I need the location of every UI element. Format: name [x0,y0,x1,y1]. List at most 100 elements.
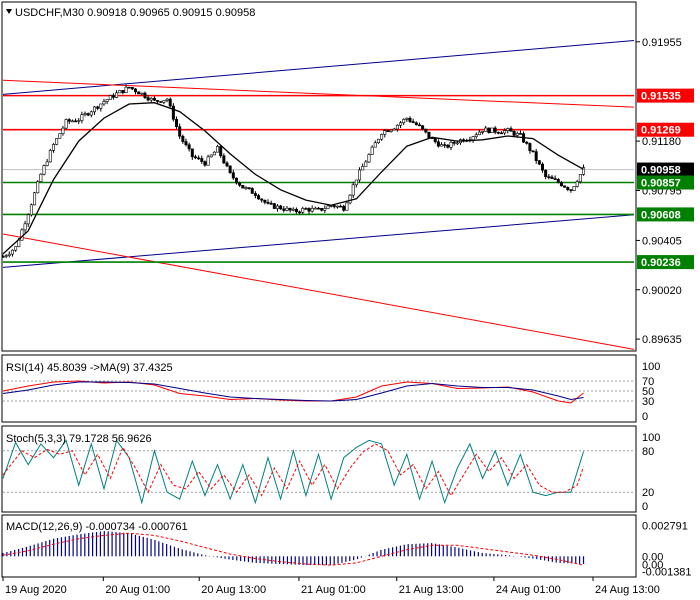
trendline[interactable] [2,40,635,95]
price-label-text: 0.90236 [641,257,681,269]
candle-body [64,119,68,129]
candle-body [228,165,232,174]
candle-body [225,162,229,167]
price-tick-label: 0.89635 [642,334,682,346]
rsi-tick-label: 0 [642,411,648,423]
candle-body [45,161,49,166]
candle-body [474,134,478,137]
candle-body [484,127,488,132]
candle-body [531,150,535,153]
candle-body [48,150,52,163]
candle-body [17,239,21,247]
candle-body [424,128,428,133]
candle-body [58,133,62,139]
candle-body [206,156,210,166]
collapse-triangle-icon[interactable] [6,9,12,14]
candle-body [537,160,541,165]
candle-body [247,187,251,189]
stoch-tick-label: 80 [642,446,654,458]
candle-body [33,192,37,206]
candle-body [257,195,261,200]
price-tick-label: 0.91180 [642,136,681,148]
candle-body [493,127,497,133]
candle-body [364,161,368,167]
candle-body [137,91,141,95]
trendline[interactable] [2,79,635,108]
candle-body [61,127,65,134]
price-panel [1,1,637,352]
candle-body [108,95,112,100]
candle-body [354,179,358,186]
candle-body [193,156,197,159]
candle-body [200,158,204,162]
candle-body [291,208,295,211]
candle-body [263,199,267,203]
candle-body [216,146,220,153]
candle-body [326,205,330,209]
candle-body [503,130,507,134]
candle-body [399,122,403,126]
candle-body [162,100,166,103]
candle-body [348,194,352,204]
candle-body [373,142,377,148]
candle-body [1,256,5,258]
rsi-panel [1,354,637,423]
candle-body [436,141,440,147]
x-tick-label: 20 Aug 13:00 [201,584,266,596]
candle-body [241,185,245,189]
candle-body [175,119,179,128]
candle-body [67,119,71,122]
x-axis: 19 Aug 2020 20 Aug 01:00 20 Aug 13:00 21 Au… [2,577,660,596]
candle-body [553,178,557,180]
price-chart-title: USDCHF,M30 0.90918 0.90965 0.90915 0.909… [15,7,255,19]
trendline[interactable] [2,214,635,268]
candle-body [310,208,314,212]
candle-body [506,128,510,131]
candle-body [143,92,147,98]
candle-body [89,111,93,116]
candle-body [455,142,459,145]
candle-body [351,184,355,196]
candle-body [449,141,453,148]
candle-body [534,151,538,161]
stoch-series-line [2,443,584,497]
candle-body [380,134,384,140]
candle-body [275,205,279,209]
candle-body [563,185,567,188]
trendline[interactable] [2,233,635,350]
candle-body [370,146,374,155]
macd-tick-label: 0.002791 [642,521,688,533]
candle-body [184,141,188,146]
candle-body [272,203,276,209]
candle-body [115,92,119,98]
macd-zero-label: 0.00 [642,559,663,571]
candle-body [149,97,153,101]
candle-body [168,98,172,107]
candle-body [550,176,554,179]
candle-body [395,124,399,130]
candle-body [566,186,570,190]
candle-body [367,154,371,163]
stoch-panel [1,425,637,513]
candle-body [80,114,84,121]
candle-body [515,133,519,136]
candle-body [130,87,134,90]
price-label-text: 0.90958 [641,165,681,177]
candle-body [496,131,500,134]
price-label-text: 0.90857 [641,178,681,190]
candle-body [332,205,336,208]
candle-body [298,211,302,214]
price-label-box [637,122,694,137]
candle-body [440,144,444,147]
candle-body [421,125,425,130]
price-label-text: 0.91535 [641,91,681,103]
candle-body [260,198,264,201]
candle-body [146,97,150,101]
candle-body [212,151,216,156]
rsi-tick-label: 30 [642,396,654,408]
candle-body [99,103,103,109]
candle-body [140,92,144,95]
candle-body [124,86,128,93]
candle-body [70,120,74,123]
